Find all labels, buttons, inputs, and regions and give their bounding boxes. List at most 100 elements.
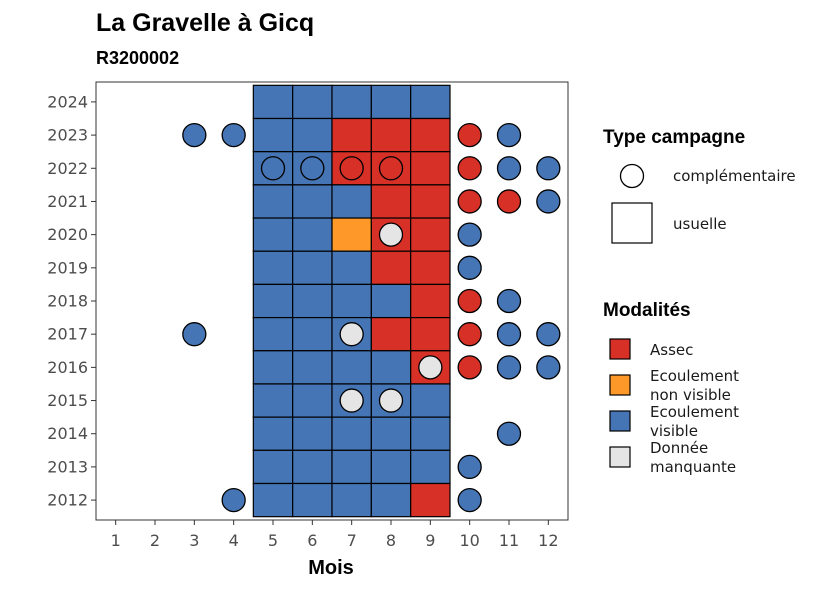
complementaire-point-2018-11: [496, 288, 522, 314]
x-tick-label: 9: [425, 531, 435, 550]
legend-label-complementaire: complémentaire: [673, 167, 796, 185]
usuelle-cell-2014-6: [292, 416, 333, 451]
usuelle-cell-2015-9: [410, 383, 451, 418]
x-tick-label: 6: [307, 531, 317, 550]
complementaire-point-2023-11: [496, 122, 522, 148]
usuelle-cell-2019-7: [331, 250, 372, 286]
legend: Type campagne Modalités complémentaire us…: [603, 127, 796, 476]
y-tick-label: 2013: [47, 457, 88, 476]
x-tick-label: 11: [499, 531, 519, 550]
complementaire-point-2016-12: [536, 355, 561, 380]
usuelle-cells: [252, 84, 451, 518]
usuelle-cell-2016-5: [252, 350, 294, 385]
usuelle-cell-2019-6: [292, 250, 333, 286]
usuelle-cell-2023-5: [252, 117, 294, 153]
usuelle-cell-2013-5: [252, 449, 294, 485]
usuelle-cell-2023-7: [331, 117, 372, 153]
usuelle-cell-2012-9: [410, 482, 451, 518]
usuelle-cell-2024-5: [252, 84, 294, 120]
complementaire-point-2023-10: [457, 122, 482, 148]
x-tick-label: 4: [229, 531, 239, 550]
complementaire-point-2021-10: [457, 189, 482, 214]
usuelle-cell-2018-8: [370, 283, 412, 319]
usuelle-cell-2024-7: [331, 84, 372, 120]
complementaire-point-2022-11: [496, 156, 522, 181]
usuelle-cell-2020-7: [331, 217, 372, 252]
usuelle-cell-2021-7: [331, 184, 372, 219]
complementaire-points: [182, 122, 561, 513]
usuelle-cell-2016-6: [292, 350, 333, 385]
y-tick-label: 2018: [47, 292, 88, 311]
complementaire-point-2020-10: [457, 222, 482, 247]
complementaire-point-2017-7: [339, 322, 364, 347]
complementaire-point-2018-10: [457, 288, 482, 314]
y-tick-label: 2023: [47, 126, 88, 145]
complementaire-point-2022-12: [536, 156, 561, 181]
chart-subtitle: R3200002: [96, 48, 179, 68]
x-tick-label: 7: [347, 531, 357, 550]
usuelle-cell-2012-8: [370, 482, 412, 518]
x-axis-title: Mois: [308, 557, 354, 579]
complementaire-point-2016-11: [496, 355, 522, 380]
x-tick-label: 2: [150, 531, 160, 550]
complementaire-point-2016-9: [418, 355, 443, 380]
legend-key-square: [611, 202, 653, 244]
usuelle-cell-2020-9: [410, 217, 451, 252]
chart-title: La Gravelle à Gicq: [96, 9, 314, 37]
complementaire-point-2013-10: [457, 454, 482, 480]
complementaire-point-2017-12: [536, 322, 561, 347]
complementaire-point-2023-3: [182, 122, 207, 148]
y-tick-label: 2022: [47, 159, 88, 178]
complementaire-point-2021-12: [536, 189, 561, 214]
usuelle-cell-2024-6: [292, 84, 333, 120]
usuelle-cell-2023-8: [370, 117, 412, 153]
legend-label-N: non visible: [650, 386, 731, 404]
legend-key-M: [609, 446, 631, 468]
y-tick-label: 2020: [47, 225, 88, 244]
usuelle-cell-2024-9: [410, 84, 451, 120]
y-tick-label: 2019: [47, 258, 88, 277]
usuelle-cell-2014-8: [370, 416, 412, 451]
legend-label-usuelle: usuelle: [673, 215, 727, 233]
x-tick-label: 5: [268, 531, 278, 550]
usuelle-cell-2013-9: [410, 449, 451, 485]
usuelle-cell-2018-7: [331, 283, 372, 319]
usuelle-cell-2019-9: [410, 250, 451, 286]
usuelle-cell-2017-8: [370, 316, 412, 352]
complementaire-point-2022-6: [300, 156, 325, 181]
y-tick-label: 2015: [47, 391, 88, 410]
usuelle-cell-2015-5: [252, 383, 294, 418]
complementaire-point-2012-10: [457, 487, 482, 513]
usuelle-cell-2012-5: [252, 482, 294, 518]
usuelle-cell-2022-9: [410, 151, 451, 186]
usuelle-cell-2024-8: [370, 84, 412, 120]
usuelle-cell-2014-9: [410, 416, 451, 451]
complementaire-point-2017-3: [182, 322, 207, 347]
usuelle-cell-2018-9: [410, 283, 451, 319]
x-tick-label: 1: [111, 531, 121, 550]
usuelle-cell-2015-6: [292, 383, 333, 418]
legend-label-M: Donnée: [650, 439, 708, 457]
y-tick-label: 2016: [47, 358, 88, 377]
legend-label-V: visible: [650, 422, 698, 440]
legend-key-N: [609, 374, 631, 396]
complementaire-point-2022-8: [378, 156, 404, 181]
y-tick-label: 2014: [47, 424, 88, 443]
usuelle-cell-2013-7: [331, 449, 372, 485]
usuelle-cell-2020-6: [292, 217, 333, 252]
usuelle-cell-2017-5: [252, 316, 294, 352]
usuelle-cell-2016-7: [331, 350, 372, 385]
complementaire-point-2020-8: [378, 222, 404, 247]
complementaire-point-2014-11: [496, 421, 522, 446]
legend-label-V: Ecoulement: [650, 403, 739, 421]
usuelle-cell-2023-9: [410, 117, 451, 153]
complementaire-point-2019-10: [457, 255, 482, 280]
legend-label-N: Ecoulement: [650, 367, 739, 385]
complementaire-point-2015-8: [378, 388, 404, 413]
usuelle-cell-2016-8: [370, 350, 412, 385]
legend-label-M: manquante: [650, 458, 736, 476]
complementaire-point-2012-4: [221, 487, 246, 513]
x-tick-label: 10: [459, 531, 479, 550]
usuelle-cell-2021-8: [370, 184, 412, 219]
usuelle-cell-2017-9: [410, 316, 451, 352]
